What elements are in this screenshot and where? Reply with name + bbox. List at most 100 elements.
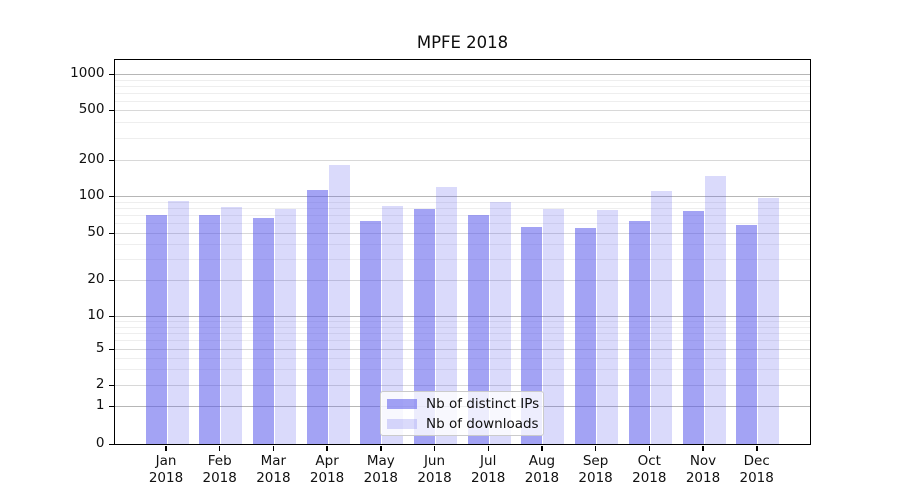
- x-tick: [433, 445, 436, 451]
- gridline-100: [115, 196, 810, 197]
- bar-sep-ips: [575, 227, 597, 444]
- gridline-30: [115, 259, 810, 261]
- bar-apr-downloads: [328, 164, 350, 444]
- gridline-20: [115, 280, 810, 281]
- x-tick-label-nov: Nov 2018: [685, 453, 721, 486]
- gridline-3: [115, 369, 810, 371]
- gridline-900: [115, 79, 810, 81]
- x-tick-label-jan: Jan 2018: [148, 453, 184, 486]
- gridline-700: [115, 92, 810, 94]
- bar-nov-ips: [682, 210, 704, 444]
- gridline-80: [115, 207, 810, 209]
- chart-title: MPFE 2018: [416, 33, 509, 52]
- gridline-7: [115, 333, 810, 334]
- y-tick: [108, 195, 114, 197]
- bar-may-downloads: [382, 205, 404, 444]
- legend-swatch-distinct-ips: [387, 398, 417, 409]
- plot-area: [114, 59, 811, 445]
- x-tick-label-dec: Dec 2018: [739, 453, 774, 486]
- y-tick: [108, 109, 114, 111]
- bar-mar-downloads: [274, 208, 296, 444]
- gridline-2: [115, 385, 810, 386]
- y-tick: [108, 443, 114, 445]
- gridline-50: [115, 233, 810, 234]
- gridline-40: [115, 244, 810, 246]
- bar-apr-ips: [306, 190, 328, 444]
- x-tick-label-sep: Sep 2018: [578, 453, 613, 486]
- x-tick: [702, 445, 704, 451]
- y-tick-label-1000: 1000: [70, 65, 105, 81]
- bar-may-ips: [360, 220, 382, 444]
- x-tick: [165, 445, 167, 451]
- gridline-5: [115, 349, 810, 350]
- y-tick: [108, 232, 114, 234]
- x-tick-label-oct: Oct 2018: [632, 453, 667, 486]
- y-tick: [108, 348, 114, 350]
- bar-jan-downloads: [167, 201, 189, 444]
- bar-sep-downloads: [597, 210, 619, 444]
- gridline-90: [115, 201, 810, 203]
- legend-swatch-downloads: [387, 418, 417, 429]
- y-tick: [108, 73, 114, 75]
- bar-jun-ips: [414, 208, 435, 444]
- gridline-400: [115, 122, 810, 124]
- gridline-200: [115, 160, 810, 161]
- y-tick-label-0: 0: [95, 435, 105, 451]
- x-tick-label-may: May 2018: [363, 453, 398, 486]
- gridline-10: [115, 316, 810, 317]
- x-tick: [487, 445, 489, 451]
- gridline-70: [115, 215, 810, 216]
- bar-mar-ips: [252, 218, 274, 444]
- y-tick-label-10: 10: [87, 307, 105, 323]
- gridline-60: [115, 223, 810, 225]
- bar-aug-ips: [521, 227, 543, 444]
- bar-dec-ips: [736, 225, 758, 444]
- legend-row: Nb of distinct IPs: [387, 396, 543, 412]
- x-tick-label-feb: Feb 2018: [202, 453, 237, 486]
- x-tick: [218, 445, 221, 451]
- legend-row: Nb of downloads: [387, 416, 543, 432]
- gridline-500: [115, 110, 810, 111]
- gridline-9: [115, 321, 810, 322]
- bar-oct-downloads: [650, 190, 672, 444]
- bar-jun-downloads: [436, 187, 457, 444]
- grid-layer: [115, 60, 810, 444]
- bar-jul-ips: [467, 215, 489, 444]
- x-tick-label-mar: Mar 2018: [256, 453, 291, 486]
- gridline-8: [115, 326, 810, 328]
- bar-dec-downloads: [758, 197, 780, 444]
- x-tick: [272, 445, 275, 451]
- y-tick-label-50: 50: [87, 224, 105, 240]
- bar-jan-ips: [145, 215, 167, 444]
- bar-jul-downloads: [489, 201, 511, 444]
- bar-oct-ips: [628, 220, 650, 444]
- y-tick: [108, 315, 114, 317]
- legend-label: Nb of distinct IPs: [426, 395, 540, 412]
- y-tick: [108, 384, 114, 386]
- x-tick-label-jun: Jun 2018: [417, 453, 452, 486]
- x-tick: [756, 445, 758, 451]
- gridline-800: [115, 85, 810, 87]
- bar-feb-ips: [199, 215, 221, 444]
- bar-nov-downloads: [704, 176, 726, 444]
- y-tick-label-100: 100: [78, 187, 105, 203]
- y-tick: [108, 279, 114, 281]
- y-tick-label-500: 500: [78, 101, 105, 117]
- y-tick-label-200: 200: [78, 151, 105, 167]
- gridline-6: [115, 340, 810, 342]
- legend: Nb of distinct IPs Nb of downloads: [380, 391, 544, 436]
- x-tick: [594, 445, 597, 451]
- y-tick-label-2: 2: [95, 376, 105, 392]
- bar-feb-downloads: [221, 207, 243, 444]
- y-tick-label-5: 5: [95, 340, 105, 356]
- gridline-4: [115, 357, 810, 359]
- x-tick-label-jul: Jul 2018: [471, 453, 506, 486]
- y-tick-label-20: 20: [87, 271, 105, 287]
- bar-aug-downloads: [543, 209, 565, 444]
- x-tick: [648, 445, 650, 451]
- gridline-600: [115, 100, 810, 102]
- gridline-300: [115, 137, 810, 139]
